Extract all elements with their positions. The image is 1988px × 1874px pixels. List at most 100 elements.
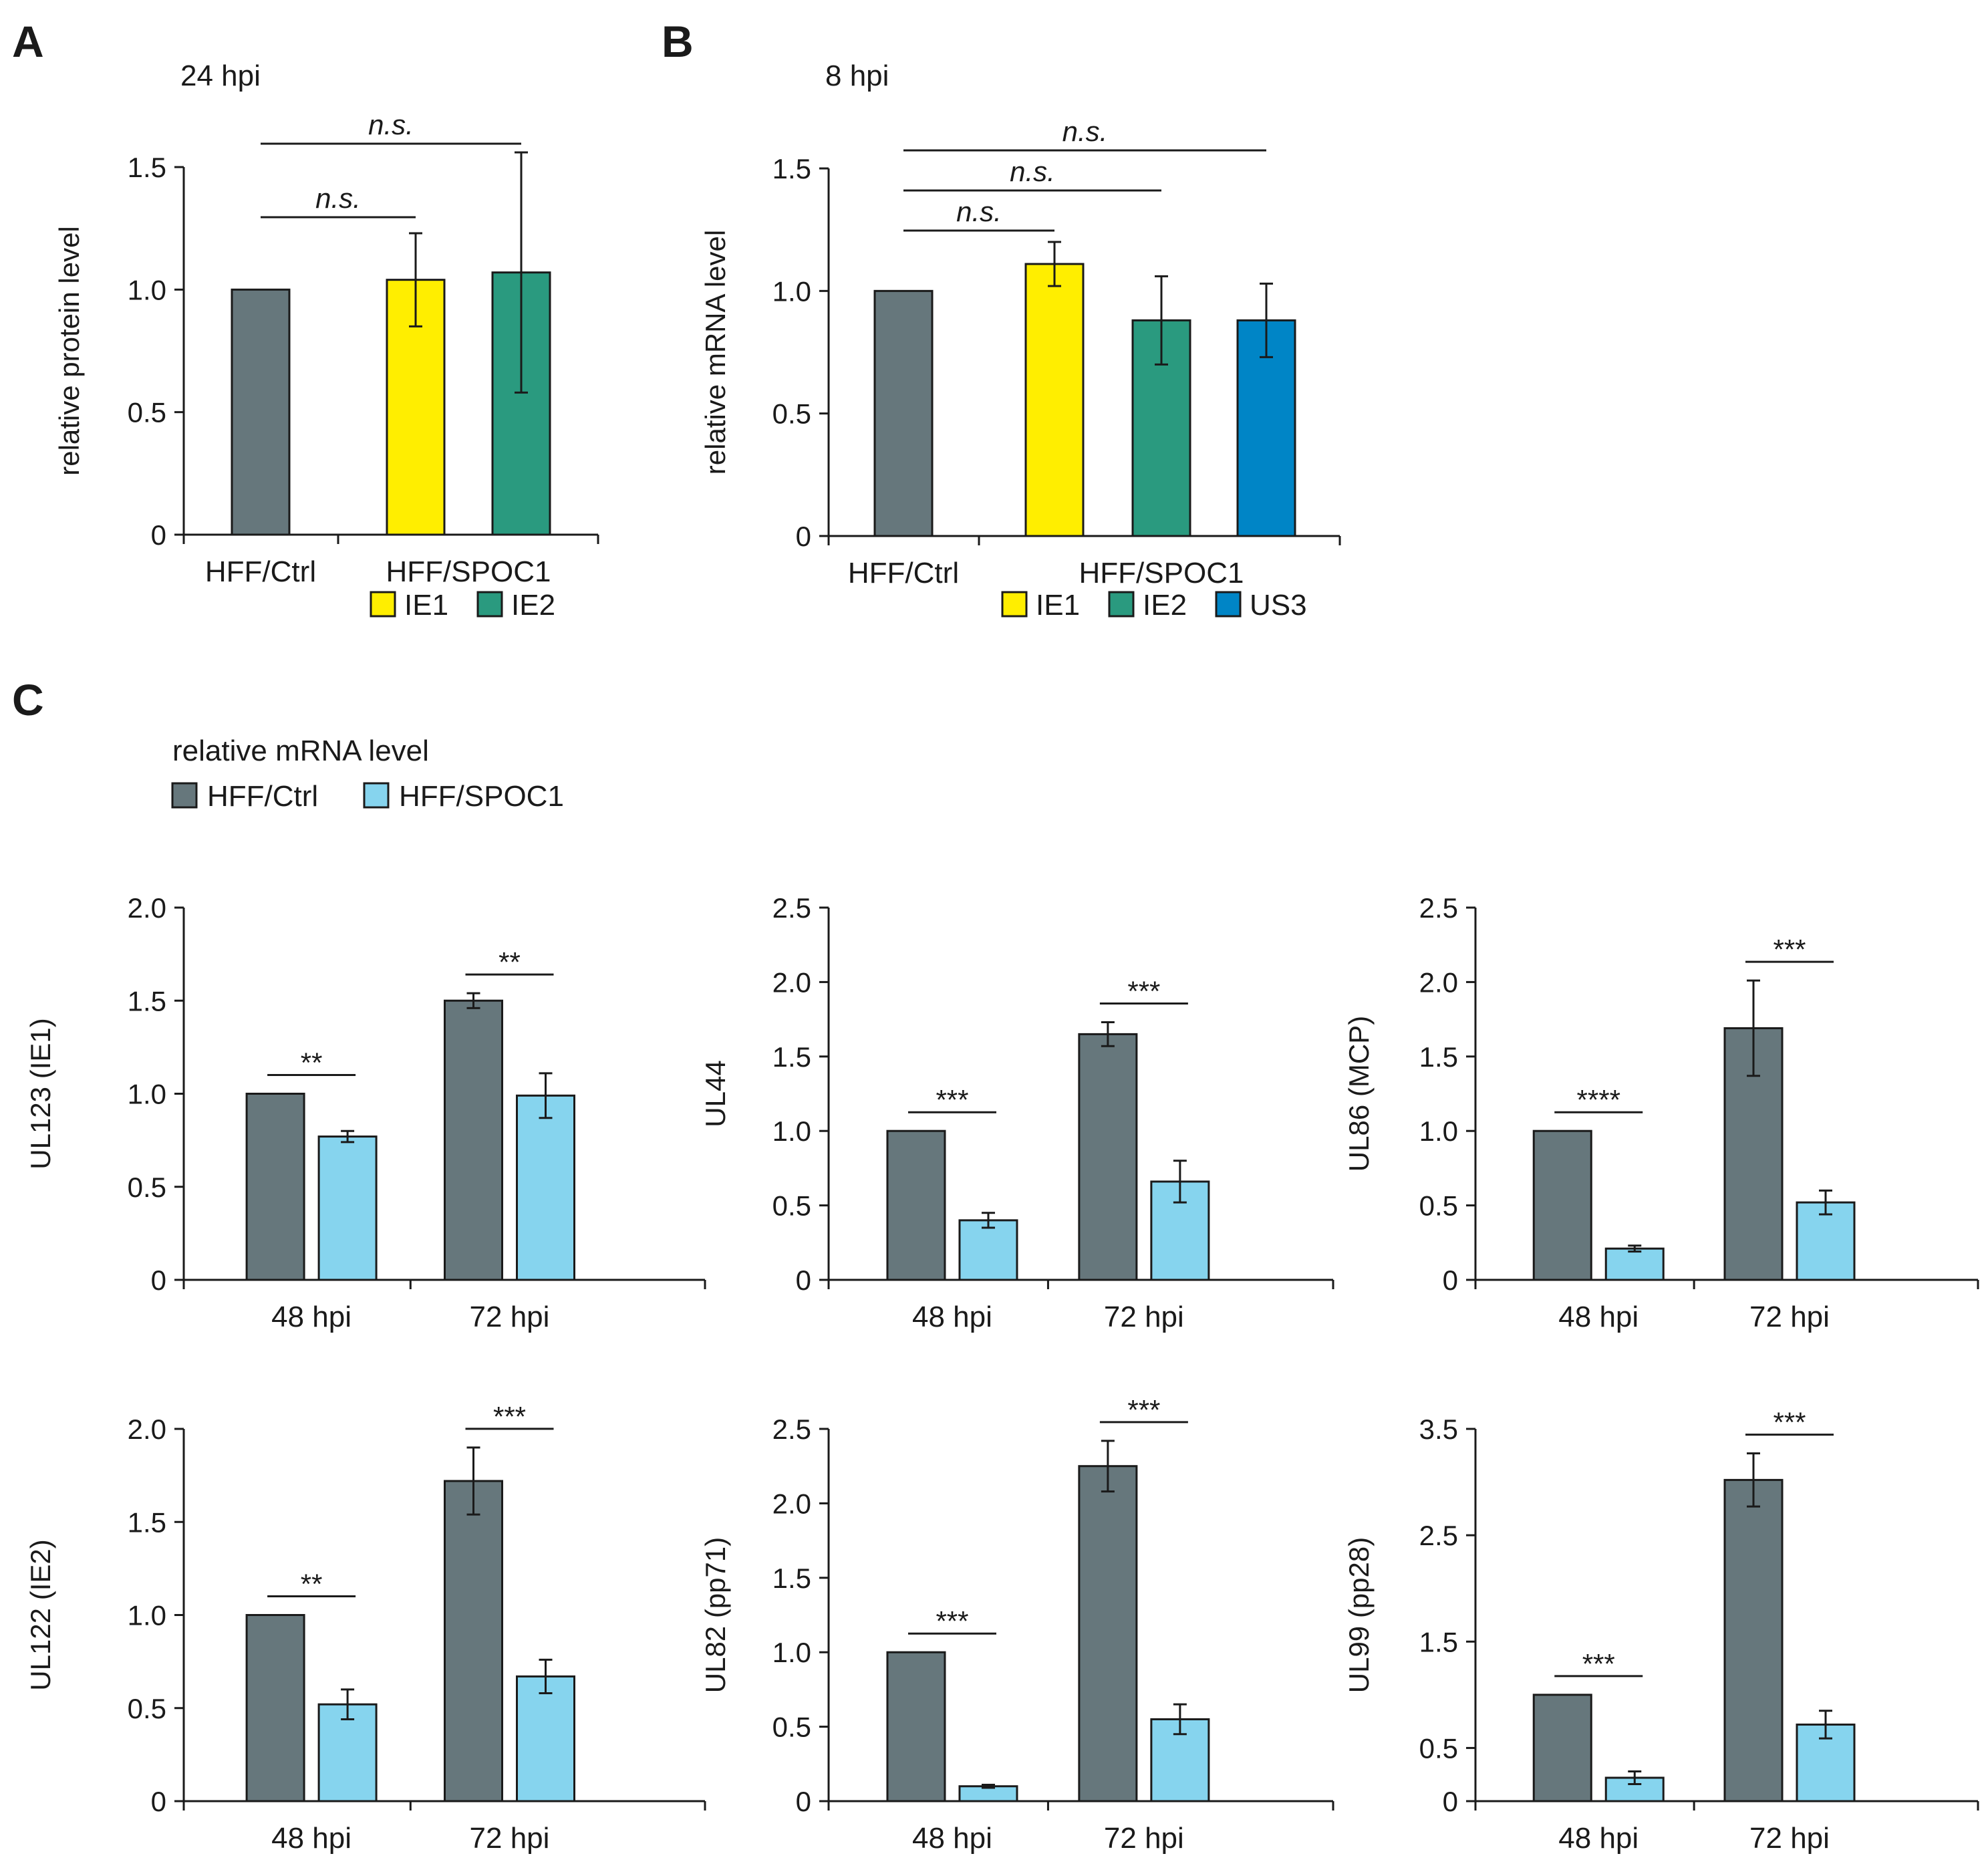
- chart-c2-ytick-label: 2.0: [772, 966, 811, 998]
- chart-c2-bar-ctrl: [886, 1129, 946, 1281]
- chart-c3-bar-ctrl: [1532, 1129, 1592, 1281]
- panel-c-title: relative mRNA level: [172, 734, 429, 767]
- panel-b-legend-swatch: [1001, 591, 1028, 618]
- legend-label-spoc1: HFF/SPOC1: [399, 780, 564, 813]
- panel-b-sig-label: n.s.: [956, 196, 1002, 227]
- chart-c1-ytick-label: 0.5: [128, 1172, 166, 1203]
- panel-a-sig-label: n.s.: [368, 109, 414, 140]
- panel-b-legend-label: IE1: [1036, 589, 1080, 622]
- panel-a-legend-label: IE2: [511, 589, 555, 622]
- panel-a-chart: 24 hpi relative protein level 0 0.5 1.0 1.5 HF…: [53, 59, 599, 622]
- panel-a-ytick-label: 0: [151, 519, 166, 551]
- chart-c6-ytick-label: 0: [1443, 1786, 1458, 1817]
- chart-c6-bar-ctrl: [1723, 1478, 1784, 1802]
- panel-b-group-label: HFF/Ctrl: [848, 557, 959, 589]
- panel-a-legend-swatch: [370, 591, 396, 618]
- panel-c-legend: HFF/Ctrl HFF/SPOC1: [171, 780, 564, 813]
- chart-c6-ytick-label: 3.5: [1419, 1414, 1458, 1445]
- chart-c2-bar-ctrl: [1078, 1033, 1138, 1281]
- panel-a-ylabel: relative protein level: [53, 226, 85, 476]
- panel-b-ytick-label: 0.5: [772, 398, 811, 430]
- legend-swatch-ctrl: [171, 782, 198, 809]
- chart-c4-bar-ctrl: [245, 1614, 305, 1802]
- chart-c3-category-label: 48 hpi: [1558, 1301, 1639, 1333]
- chart-c1-sig-label: **: [301, 1047, 323, 1079]
- chart-c1-category-label: 48 hpi: [271, 1301, 351, 1333]
- panel-a-group-label: HFF/Ctrl: [205, 555, 316, 588]
- chart-c1-ytick-label: 2.0: [128, 892, 166, 924]
- panel-a-sig-label: n.s.: [315, 182, 361, 214]
- chart-c3-ytick-label: 2.0: [1419, 966, 1458, 998]
- chart-c4-ytick-label: 1.0: [128, 1600, 166, 1631]
- panel-a-condition: 24 hpi: [180, 59, 261, 92]
- chart-c5-bar-ctrl: [886, 1651, 946, 1802]
- chart-c1-ylabel: UL123 (IE1): [25, 1018, 56, 1169]
- chart-c3-bar-spoc1: [1604, 1247, 1665, 1281]
- panel-a-ytick-label: 1.0: [128, 274, 166, 305]
- chart-c6: UL99 (pp28) 0 0.5 1.5 2.5 3.5 48 hpi *** 72 hpi *…: [1343, 1407, 1979, 1855]
- panel-b-ytick-label: 1.0: [772, 275, 811, 307]
- chart-c6-sig-label: ***: [1582, 1648, 1615, 1680]
- chart-c6-category-label: 48 hpi: [1558, 1822, 1639, 1855]
- chart-c1-ytick-label: 1.5: [128, 985, 166, 1017]
- chart-c2-sig-label: ***: [936, 1084, 968, 1115]
- chart-c1-ytick-label: 1.0: [128, 1079, 166, 1110]
- chart-c2-ylabel: UL44: [700, 1060, 731, 1127]
- panel-a-legend-label: IE1: [404, 589, 448, 622]
- chart-c1-bar-ctrl: [444, 999, 503, 1281]
- chart-c6-sig-label: ***: [1773, 1407, 1806, 1438]
- panel-b-bar-ie1: [1024, 263, 1085, 537]
- legend-label-ctrl: HFF/Ctrl: [207, 780, 318, 813]
- chart-c2-category-label: 48 hpi: [912, 1301, 992, 1333]
- chart-c5-ytick-label: 0: [796, 1786, 811, 1817]
- panel-b-sig-label: n.s.: [1062, 116, 1108, 147]
- panel-letter-a: A: [12, 17, 44, 66]
- chart-c4-category-label: 72 hpi: [470, 1822, 550, 1855]
- chart-c1: UL123 (IE1) 0 0.5 1.0 1.5 2.0 48 hpi ** 72 hpi **: [25, 892, 706, 1333]
- chart-c2-ytick-label: 1.0: [772, 1115, 811, 1147]
- chart-c3-ytick-label: 1.0: [1419, 1115, 1458, 1147]
- chart-c4-ytick-label: 1.5: [128, 1506, 166, 1538]
- chart-c4-ylabel: UL122 (IE2): [25, 1539, 56, 1690]
- panel-a-group-label: HFF/SPOC1: [386, 555, 551, 588]
- chart-c5-ytick-label: 1.5: [772, 1563, 811, 1594]
- chart-c2-sig-label: ***: [1127, 976, 1160, 1007]
- panel-b-ytick-label: 1.5: [772, 153, 811, 184]
- panel-b-group-label: HFF/SPOC1: [1079, 557, 1244, 589]
- chart-c6-category-label: 72 hpi: [1749, 1822, 1830, 1855]
- chart-c1-sig-label: **: [499, 946, 521, 978]
- chart-c3-ytick-label: 0.5: [1419, 1190, 1458, 1222]
- chart-c5-ytick-label: 2.5: [772, 1414, 811, 1445]
- chart-c5-sig-label: ***: [936, 1605, 968, 1637]
- chart-c1-bar-ctrl: [245, 1093, 305, 1281]
- chart-c4-ytick-label: 2.0: [128, 1414, 166, 1445]
- panel-letter-b: B: [662, 17, 694, 66]
- chart-c4-ytick-label: 0: [151, 1786, 166, 1817]
- chart-c3-ytick-label: 0: [1443, 1264, 1458, 1296]
- panel-b-bar-hff-ctrl: [873, 289, 934, 537]
- chart-c6-bar-ctrl: [1532, 1694, 1592, 1802]
- chart-c4: UL122 (IE2) 0 0.5 1.0 1.5 2.0 48 hpi ** 72 hpi **…: [25, 1401, 706, 1855]
- chart-c4-bar-ctrl: [444, 1480, 503, 1802]
- panel-b-chart: 8 hpi relative mRNA level 0 0.5 1.0 1.5 HFF/Ct…: [700, 59, 1341, 622]
- chart-c3-sig-label: ***: [1773, 934, 1806, 965]
- chart-c3-ytick-label: 1.5: [1419, 1041, 1458, 1073]
- panel-b-legend-label: US3: [1250, 589, 1307, 622]
- panel-b-legend-label: IE2: [1143, 589, 1187, 622]
- chart-c3: UL86 (MCP) 0 0.5 1.0 1.5 2.0 2.5 48 hpi **** 72 h…: [1343, 892, 1979, 1333]
- legend-swatch-spoc1: [363, 782, 390, 809]
- chart-c6-ytick-label: 2.5: [1419, 1520, 1458, 1551]
- chart-c2-bar-spoc1: [1150, 1180, 1210, 1281]
- panel-b-legend-swatch: [1215, 591, 1242, 618]
- chart-c2-bar-spoc1: [958, 1219, 1018, 1281]
- chart-c6-ytick-label: 0.5: [1419, 1732, 1458, 1764]
- chart-c5-bar-ctrl: [1078, 1465, 1138, 1802]
- panel-b-ytick-label: 0: [796, 521, 811, 552]
- chart-c6-ytick-label: 1.5: [1419, 1626, 1458, 1657]
- chart-c3-sig-label: ****: [1577, 1084, 1620, 1115]
- panel-b-ylabel: relative mRNA level: [700, 230, 731, 475]
- chart-c2-category-label: 72 hpi: [1104, 1301, 1184, 1333]
- chart-c4-category-label: 48 hpi: [271, 1822, 351, 1855]
- chart-c1-category-label: 72 hpi: [470, 1301, 550, 1333]
- panel-letter-c: C: [12, 675, 44, 724]
